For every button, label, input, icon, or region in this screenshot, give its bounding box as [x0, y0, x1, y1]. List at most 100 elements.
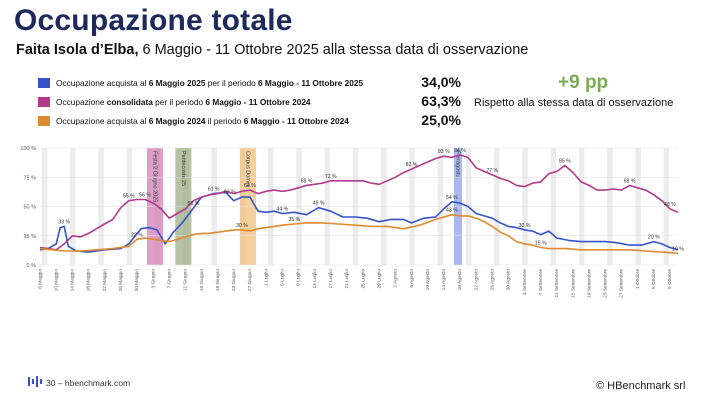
- data-label: 15 %: [535, 240, 547, 246]
- event-label-0: Festa 2 Giugno 2025: [152, 151, 158, 202]
- data-label: 20 %: [648, 235, 660, 241]
- legend-swatch-2025: [38, 77, 50, 88]
- x-tick-label: 27 Settembre: [619, 269, 625, 298]
- data-label: 62 %: [224, 190, 236, 196]
- series-line-2025: [39, 191, 679, 253]
- legend-row-2025: Occupazione acquista al 6 Maggio 2025 pe…: [38, 73, 463, 92]
- x-tick-label: 13 Luglio: [312, 269, 318, 289]
- x-tick-label: 29 Luglio: [376, 269, 382, 289]
- data-label: 30 %: [236, 223, 248, 229]
- data-label: 68 %: [301, 178, 313, 184]
- x-tick-label: 7 Settembre: [538, 269, 544, 295]
- data-label: 43 %: [446, 208, 458, 214]
- occupancy-line-chart: Festa 2 Giugno 2025 Pentecoste 25 Corpus D…: [20, 146, 684, 298]
- data-label: 61 %: [208, 187, 220, 193]
- data-label: 54 %: [446, 195, 458, 201]
- x-tick-label: 18 Maggio: [86, 269, 92, 292]
- data-label: 58 %: [188, 201, 200, 207]
- x-tick-label: 1 Luglio: [263, 269, 269, 286]
- data-label: 55 %: [123, 194, 135, 200]
- x-tick-label: 10 Maggio: [53, 269, 59, 292]
- legend-swatch-consolidata: [38, 96, 50, 107]
- x-tick-label: 15 Giugno: [199, 269, 205, 291]
- event-label-3: Ferragosto: [454, 151, 460, 178]
- x-tick-label: 17 Luglio: [328, 269, 334, 289]
- x-tick-label: 7 Giugno: [166, 269, 172, 289]
- y-tick-label: 100 %: [20, 146, 36, 152]
- data-label: 22 %: [131, 232, 143, 238]
- data-label: 48 %: [664, 202, 676, 208]
- data-label: 72 %: [325, 174, 337, 180]
- x-tick-label: 21 Luglio: [344, 269, 350, 289]
- y-tick-label: 25 %: [23, 234, 36, 240]
- data-label: 82 %: [406, 162, 418, 168]
- data-label: 49 %: [313, 201, 325, 207]
- x-tick-label: 5 Luglio: [280, 269, 286, 286]
- data-label: 94 %: [454, 148, 466, 154]
- x-tick-label: 30 Maggio: [134, 269, 140, 292]
- series-line-2024: [39, 213, 679, 255]
- x-tick-label: 9 Luglio: [296, 269, 302, 286]
- data-label: 77 %: [486, 168, 498, 174]
- page-title: Occupazione totale: [14, 4, 293, 37]
- x-tick-label: 19 Settembre: [586, 269, 592, 298]
- footer-page-number: 30 – hbenchmark.com: [46, 378, 131, 388]
- x-tick-label: 11 Settembre: [554, 269, 560, 298]
- x-tick-label: 10 Agosto: [425, 269, 431, 291]
- x-tick-label: 11 Giugno: [183, 269, 189, 291]
- data-label: 44 %: [276, 207, 288, 213]
- legend-label-consolidata: Occupazione consolidata per il periodo 6…: [56, 96, 311, 107]
- data-label: 56 %: [139, 192, 151, 198]
- legend-label-2024: Occupazione acquista al 6 Maggio 2024 il…: [56, 115, 349, 126]
- y-tick-label: 0 %: [27, 263, 37, 269]
- legend-row-consolidata: Occupazione consolidata per il periodo 6…: [38, 92, 463, 111]
- x-tick-label: 19 Giugno: [215, 269, 221, 291]
- page-subtitle: Faita Isola d’Elba, 6 Maggio - 11 Ottobr…: [16, 42, 528, 58]
- legend-swatch-2024: [38, 115, 50, 126]
- y-tick-label: 75 %: [23, 175, 36, 181]
- x-tick-label: 23 Settembre: [603, 269, 609, 298]
- data-label: 64 %: [244, 183, 256, 189]
- data-label: 30 %: [519, 223, 531, 229]
- x-tick-label: 26 Maggio: [118, 269, 124, 292]
- x-tick-label: 5 Ottobre: [651, 269, 657, 289]
- x-tick-label: 27 Giugno: [247, 269, 253, 291]
- x-tick-label: 22 Agosto: [473, 269, 479, 291]
- x-tick-label: 15 Settembre: [570, 269, 576, 298]
- data-label: 68 %: [624, 178, 636, 184]
- copyright-notice: © HBenchmark srl: [596, 380, 686, 392]
- x-tick-label: 3 Settembre: [522, 269, 528, 295]
- x-tick-label: 6 Agosto: [409, 269, 415, 288]
- chart-legend: Occupazione acquista al 6 Maggio 2025 pe…: [38, 73, 463, 130]
- x-tick-label: 14 Maggio: [70, 269, 76, 292]
- data-label: 93 %: [438, 149, 450, 155]
- x-tick-label: 3 Giugno: [150, 269, 156, 289]
- legend-value-2025: 34,0%: [421, 74, 461, 90]
- subtitle-period: 6 Maggio - 11 Ottobre 2025 alla stessa d…: [138, 42, 529, 58]
- x-tick-label: 14 Agosto: [441, 269, 447, 291]
- x-tick-label: 30 Agosto: [506, 269, 512, 291]
- x-tick-label: 1 Ottobre: [635, 269, 641, 289]
- event-label-1: Pentecoste 25: [180, 151, 186, 186]
- legend-value-consolidata: 63,3%: [421, 93, 461, 109]
- series-line-consolidata-2024: [39, 154, 679, 251]
- data-label: 33 %: [58, 219, 70, 225]
- x-tick-label: 9 Ottobre: [667, 269, 673, 289]
- x-tick-label: 2 Agosto: [393, 269, 399, 288]
- x-tick-label: 25 Luglio: [360, 269, 366, 289]
- delta-value: +9 pp: [558, 72, 609, 93]
- x-tick-label: 26 Agosto: [490, 269, 496, 291]
- x-tick-label: 18 Agosto: [457, 269, 463, 291]
- event-label-2: Corpus Domini: [245, 151, 251, 187]
- x-tick-label: 23 Giugno: [231, 269, 237, 291]
- delta-note: Rispetto alla stessa data di osservazion…: [474, 97, 674, 109]
- x-tick-label: 6 Maggio: [37, 269, 43, 289]
- data-label: 85 %: [559, 159, 571, 165]
- y-tick-label: 50 %: [23, 205, 36, 211]
- data-label: 10 %: [672, 246, 684, 252]
- hbenchmark-logo-icon: [28, 376, 42, 387]
- subtitle-location: Faita Isola d’Elba,: [16, 42, 139, 58]
- legend-label-2025: Occupazione acquista al 6 Maggio 2025 pe…: [56, 77, 364, 88]
- x-tick-label: 22 Maggio: [102, 269, 108, 292]
- legend-row-2024: Occupazione acquista al 6 Maggio 2024 il…: [38, 111, 463, 130]
